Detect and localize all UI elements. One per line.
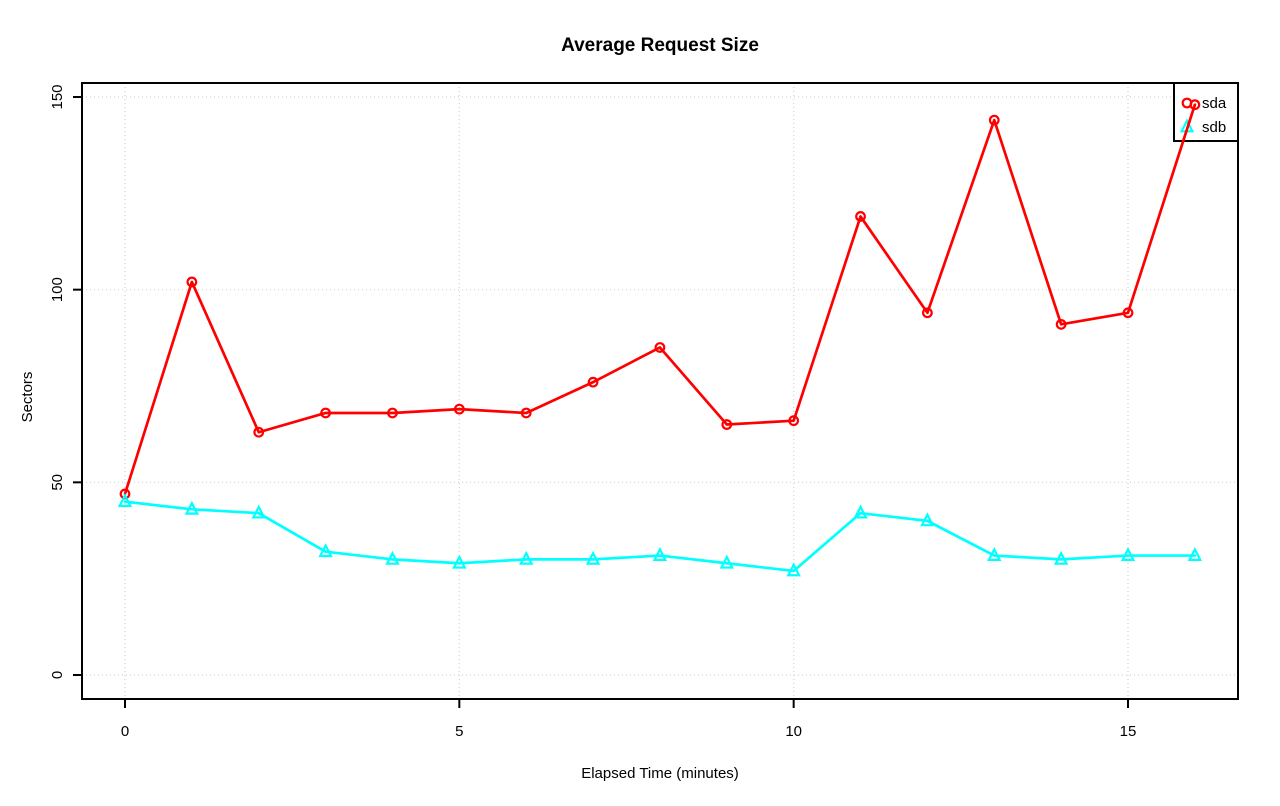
series-line-sdb	[123, 500, 1197, 573]
x-tick-label: 15	[1120, 723, 1137, 740]
data-point-sda	[1055, 318, 1067, 330]
data-point-sda	[988, 114, 1000, 126]
data-point-sda	[119, 488, 131, 500]
chart-title: Average Request Size	[561, 35, 759, 56]
chart-plot-area: 0 50 100 150 0 5 10 15 sda sdb	[49, 82, 1239, 740]
data-point-sda	[587, 376, 599, 388]
x-axis-label: Elapsed Time (minutes)	[581, 765, 739, 782]
data-point-sdb	[1053, 550, 1069, 565]
y-tick-label: 0	[49, 671, 66, 679]
y-tick-label: 150	[49, 84, 66, 109]
legend-label-sdb: sdb	[1202, 119, 1226, 136]
data-point-sda	[387, 407, 398, 419]
data-point-sdb	[987, 546, 1002, 561]
data-point-sdb	[853, 504, 868, 519]
y-tick-label: 100	[49, 277, 66, 302]
data-point-sdb	[251, 504, 266, 519]
data-point-sdb	[1187, 546, 1203, 561]
data-point-sdb	[585, 550, 601, 565]
data-point-sda	[520, 407, 532, 419]
data-point-sdb	[184, 500, 200, 515]
data-point-sda	[186, 276, 198, 288]
data-point-sdb	[385, 550, 400, 565]
data-point-sdb	[452, 554, 467, 569]
y-axis-label: Sectors	[19, 372, 36, 423]
data-point-sda	[922, 307, 933, 319]
data-point-sda	[253, 426, 265, 438]
x-tick-label: 0	[121, 723, 129, 740]
data-point-sdb	[518, 550, 534, 565]
data-point-sda	[320, 407, 332, 419]
data-point-sda	[788, 415, 800, 427]
data-point-sdb	[117, 492, 133, 507]
data-point-sda	[1122, 307, 1134, 319]
data-point-sdb	[1120, 546, 1136, 561]
legend-label-sda: sda	[1202, 95, 1227, 112]
x-tick-label: 10	[785, 723, 802, 740]
data-point-sdb	[920, 512, 935, 527]
data-point-sda	[453, 403, 465, 415]
data-point-sda	[1189, 99, 1201, 111]
data-point-sdb	[652, 546, 668, 561]
data-point-sda	[654, 342, 666, 353]
series-line-sda	[123, 103, 1197, 496]
data-point-sdb	[719, 554, 735, 569]
data-point-sdb	[318, 543, 333, 558]
data-point-sda	[855, 211, 866, 222]
y-tick-label: 50	[49, 474, 66, 491]
data-point-sdb	[786, 562, 801, 577]
x-tick-label: 5	[455, 723, 463, 740]
data-point-sda	[721, 419, 733, 430]
plot-box	[81, 82, 1239, 700]
